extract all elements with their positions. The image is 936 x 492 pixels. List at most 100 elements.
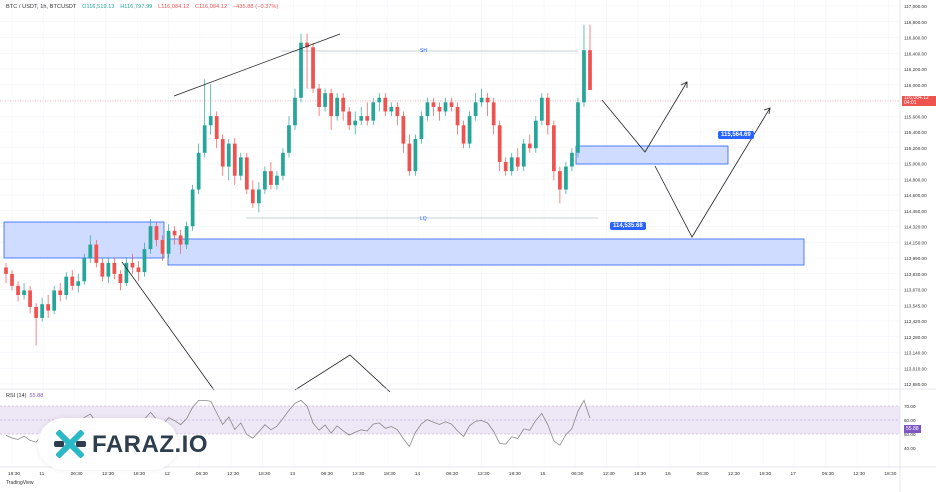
time-tick-label: 18:30 (8, 471, 20, 477)
price-tick-label: 114,320.00 (904, 225, 927, 230)
time-axis-labels: 18:30 11 06:30 12:30 18:30 12 06:30 12:30 18:30 1… (8, 471, 897, 477)
time-tick-label: 12:30 (102, 471, 114, 477)
candle-down (28, 290, 32, 307)
arrow-head-upper (680, 81, 688, 88)
price-tick-label: 113,280.00 (904, 335, 927, 340)
candle-down (588, 50, 592, 91)
candle-down (552, 125, 556, 172)
faraz-logo: FARAZ.IO (38, 418, 208, 470)
candle-up (76, 281, 81, 286)
time-tick-label: 11 (39, 471, 44, 477)
candle-up (88, 244, 93, 259)
time-tick-label: 06:30 (571, 471, 583, 477)
candle-down (154, 226, 159, 240)
candle-up (509, 157, 514, 172)
rsi-value-tag: 55.88 (904, 425, 921, 433)
candle-up (371, 102, 376, 121)
price-tick-label: 116,400.00 (904, 51, 927, 56)
time-tick-label: 06:30 (321, 471, 333, 477)
candle-up (377, 97, 382, 103)
candle-up (353, 120, 358, 126)
candle-down (311, 47, 315, 89)
candle-down (461, 125, 466, 144)
upper-demand-zone[interactable] (575, 145, 729, 165)
candle-up (82, 258, 87, 282)
time-tick-label: 06:30 (822, 471, 834, 477)
candle-down (269, 171, 273, 185)
candle-up (106, 262, 111, 277)
candle-down (401, 116, 406, 144)
projection-path-upper (601, 81, 688, 153)
time-tick-label: 12:30 (478, 471, 490, 477)
lower-trendline (121, 261, 215, 391)
open-value: O116,519.13 (82, 4, 115, 10)
candle-down (94, 244, 99, 263)
candle-down (16, 285, 20, 296)
candle-down (70, 276, 75, 286)
price-tick-label: 116,600.00 (904, 36, 927, 41)
candle-down (485, 97, 490, 103)
time-tick-label: 06:30 (71, 471, 83, 477)
candle-down (449, 102, 454, 107)
rsi-value: 55.88 (29, 393, 44, 399)
candle-up (208, 116, 213, 126)
price-tick-label: 115,600.00 (904, 114, 927, 119)
tradingview-credit[interactable]: TradingView (6, 480, 34, 486)
candle-down (250, 189, 255, 204)
lower-demand-zone[interactable] (167, 238, 805, 266)
candle-up (22, 290, 26, 296)
candle-up (564, 166, 568, 190)
symbol-title[interactable]: BTC / USDT, 1h, BTCUSDT (6, 4, 77, 10)
candle-up (323, 93, 327, 107)
price-tick-label: 113,010.00 (904, 366, 927, 371)
time-tick-label: 06:30 (446, 471, 458, 477)
faraz-logo-text: FARAZ.IO (92, 431, 208, 458)
lq-label: LQ (420, 216, 427, 222)
candle-down (118, 273, 123, 284)
candle-down (232, 143, 237, 176)
candle-up (124, 262, 129, 284)
rsi-tick-label: 50.00 (904, 432, 916, 437)
trendlines[interactable] (121, 33, 771, 393)
candle-up (359, 116, 364, 121)
time-tick-label: 16 (665, 471, 671, 477)
candle-down (172, 230, 177, 236)
left-demand-zone[interactable] (3, 221, 165, 259)
rsi-axis-labels: 70.00 60.00 50.00 40.00 (904, 404, 916, 451)
candle-down (407, 143, 412, 172)
candle-down (214, 116, 219, 140)
candle-down (244, 157, 249, 190)
candle-down (329, 93, 333, 117)
candle-down (341, 97, 346, 112)
candle-up (196, 152, 201, 190)
lower-zone-price-tag[interactable]: 114,535.68 (610, 222, 646, 230)
candle-up (281, 152, 285, 176)
candle-up (539, 97, 544, 121)
candle-up (142, 249, 147, 273)
candle-down (437, 106, 442, 112)
candle-up (190, 189, 195, 227)
upper-zone-price-tag[interactable]: 115,564.69 (718, 131, 754, 139)
price-tick-label: 113,830.00 (904, 272, 927, 277)
time-tick-label: 12:30 (603, 471, 615, 477)
candle-down (58, 290, 63, 296)
candle-up (335, 97, 340, 117)
close-value: C116,084.12 (195, 4, 228, 10)
high-value: H116,797.99 (120, 4, 153, 10)
candle-down (527, 143, 532, 149)
price-tick-label: 112,880.00 (904, 382, 927, 387)
time-tick-label: 14 (415, 471, 421, 477)
candle-up (52, 290, 57, 311)
candle-up (202, 125, 207, 153)
candle-up (479, 97, 484, 103)
candles[interactable] (4, 24, 592, 346)
candle-down (4, 267, 8, 274)
projection-path-deep (654, 107, 771, 238)
candle-down (431, 102, 436, 107)
candle-up (287, 125, 291, 153)
time-tick-label: 12:30 (352, 471, 364, 477)
time-tick-label: 18:30 (884, 471, 896, 477)
projection-path-lower (294, 354, 391, 393)
faraz-logo-icon (54, 429, 86, 459)
